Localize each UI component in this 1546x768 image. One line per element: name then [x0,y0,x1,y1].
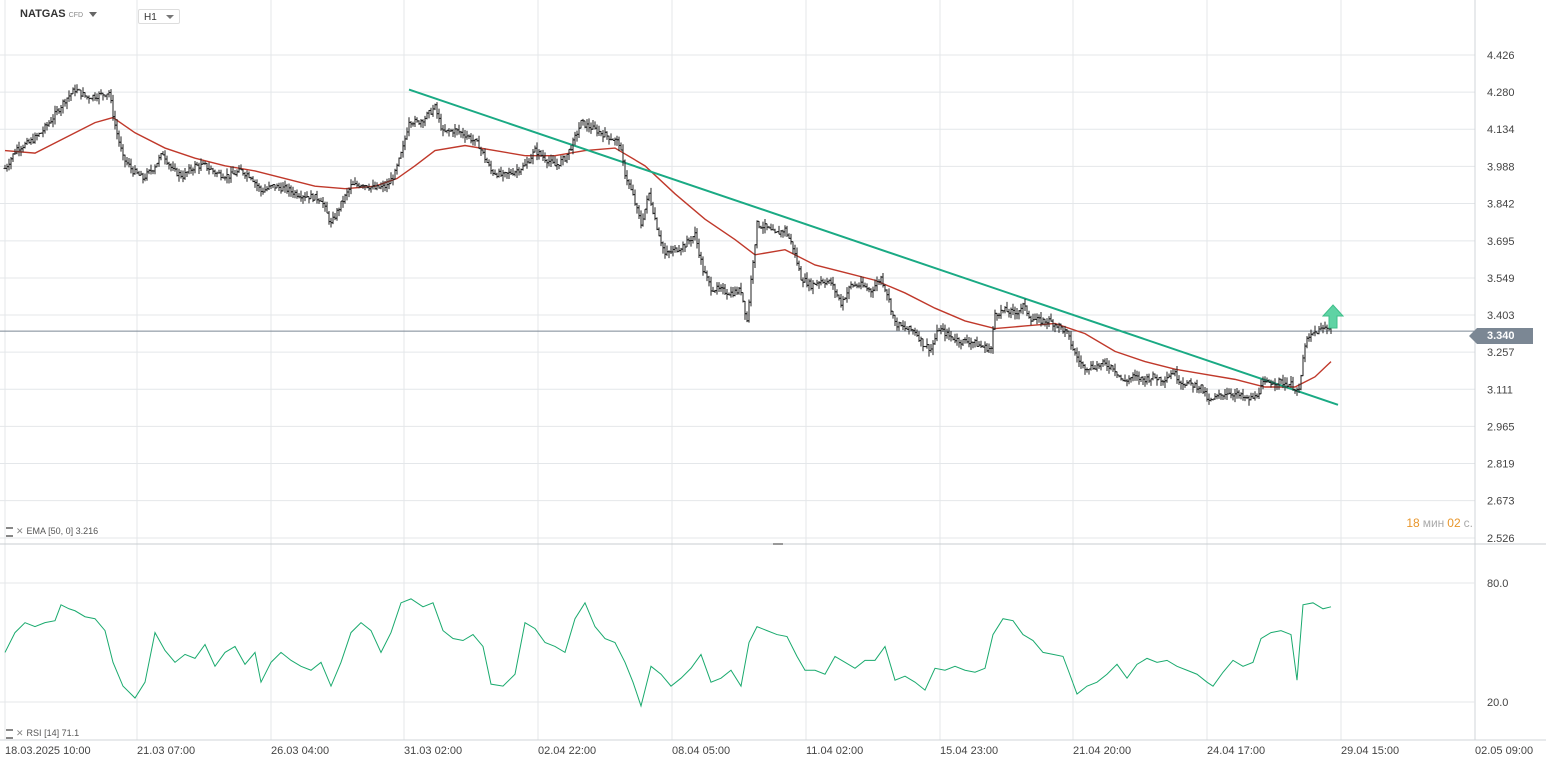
price-tick-label: 4.280 [1487,87,1515,99]
ema-legend[interactable]: ✕ EMA [50, 0] 3.216 [6,526,98,537]
time-tick-label: 21.03 07:00 [137,745,195,757]
menu-icon[interactable] [6,728,13,739]
bar-countdown: 18 мин 02 с. [1406,516,1476,530]
price-bars [3,84,1333,406]
time-tick-label: 02.05 09:00 [1475,745,1533,757]
price-tick-label: 3.403 [1487,310,1515,322]
price-tick-label: 4.426 [1487,50,1515,62]
time-tick-label: 02.04 22:00 [538,745,596,757]
timeframe-value: H1 [144,12,157,23]
price-tick-label: 3.549 [1487,273,1515,285]
symbol-type: CFD [68,12,84,19]
price-tick-label: 2.965 [1487,421,1515,433]
time-tick-label: 26.03 04:00 [271,745,329,757]
price-tick-label: 2.673 [1487,496,1515,508]
price-tick-label: 4.134 [1487,124,1515,136]
trend-line[interactable] [408,88,1339,406]
ema-label: EMA [26,526,46,536]
trend-line-path [408,88,1339,406]
time-tick-label: 31.03 02:00 [404,745,462,757]
pane-resize-handle [773,543,783,545]
menu-icon[interactable] [6,526,13,537]
price-axis[interactable]: 4.426 4.280 4.134 3.988 3.842 3.695 3.549 3.403… [1487,50,1515,545]
time-axis[interactable]: 18.03.2025 10:00 21.03 07:00 26.03 04:00 31… [5,745,1533,757]
price-tick-label: 3.257 [1487,347,1515,359]
rsi-tick-label: 80.0 [1487,578,1508,590]
timer-seconds: 02 [1447,516,1461,530]
current-price-tag: 3.340 [1469,328,1533,344]
close-icon[interactable]: ✕ [16,526,24,536]
ema-path [4,116,1332,388]
chevron-down-icon [166,15,174,19]
time-tick-label: 29.04 15:00 [1341,745,1399,757]
ema-params: [50, 0] [48,526,74,536]
rsi-tick-label: 20.0 [1487,697,1508,709]
rsi-label: RSI [26,728,42,738]
timer-seconds-unit: с. [1463,516,1473,530]
timer-minutes-unit: мин [1422,516,1445,530]
price-tick-label: 3.988 [1487,161,1515,173]
time-tick-label: 21.04 20:00 [1073,745,1131,757]
symbol-selector[interactable]: NATGAS CFD [20,8,98,20]
rsi-value: 71.1 [61,728,80,738]
time-tick-label: 18.03.2025 10:00 [5,745,91,757]
timer-minutes: 18 [1406,516,1420,530]
price-tick-label: 2.526 [1487,533,1515,545]
time-tick-label: 08.04 05:00 [672,745,730,757]
rsi-path [4,598,1332,708]
price-tick-label: 3.842 [1487,198,1515,210]
up-arrow-icon [1321,304,1345,329]
symbol-name: NATGAS [20,8,66,20]
price-tick-label: 3.695 [1487,236,1515,248]
time-tick-label: 15.04 23:00 [940,745,998,757]
rsi-axis[interactable]: 80.0 20.0 [1487,578,1508,709]
ema-value: 3.216 [75,526,99,536]
price-tick-label: 3.111 [1487,384,1513,396]
time-tick-label: 11.04 02:00 [806,745,863,757]
grid-lines [0,0,1546,741]
rsi-params: [14] [44,728,60,738]
close-icon[interactable]: ✕ [16,728,24,738]
rsi-legend[interactable]: ✕ RSI [14] 71.1 [6,728,79,739]
rsi-line [4,598,1332,708]
price-tick-label: 2.819 [1487,459,1515,471]
chevron-down-icon [89,11,98,17]
ema-line [4,116,1332,388]
timeframe-select[interactable]: H1 [138,9,180,24]
time-tick-label: 24.04 17:00 [1207,745,1265,757]
